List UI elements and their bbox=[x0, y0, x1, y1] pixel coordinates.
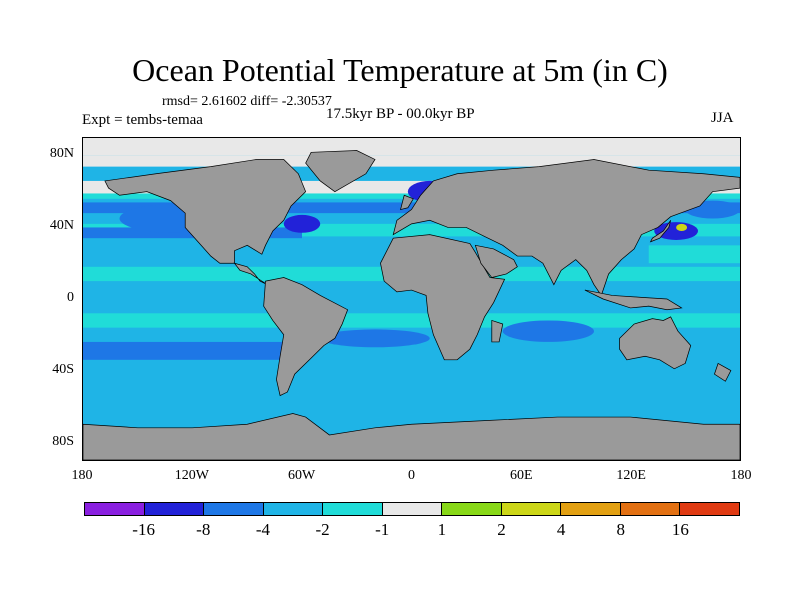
colorbar-swatch bbox=[263, 503, 324, 515]
map-canvas bbox=[83, 138, 740, 460]
colorbar-label: 2 bbox=[497, 520, 506, 539]
colorbar-swatch bbox=[323, 503, 383, 515]
lat-tick-label: 40S bbox=[52, 362, 74, 377]
lat-tick-label: 80S bbox=[52, 434, 74, 449]
colorbar-label: -4 bbox=[255, 520, 270, 539]
colorbar-label: -16 bbox=[132, 520, 155, 539]
experiment-label: Expt = tembs-temaa bbox=[82, 112, 203, 128]
colorbar-label: -8 bbox=[196, 520, 211, 539]
anomaly-band bbox=[83, 138, 740, 156]
colorbar-swatch bbox=[204, 503, 264, 515]
lon-tick-label: 60W bbox=[288, 468, 316, 483]
colorbar-label: 4 bbox=[556, 520, 566, 539]
eurasia bbox=[392, 159, 740, 297]
greenland bbox=[305, 150, 376, 193]
arabia bbox=[474, 244, 518, 278]
anomaly-patch bbox=[676, 223, 688, 232]
uk bbox=[400, 194, 414, 211]
lon-tick-label: 60E bbox=[510, 468, 533, 483]
colorbar-swatch bbox=[680, 503, 740, 515]
japan bbox=[649, 220, 672, 243]
season-label: JJA bbox=[711, 110, 734, 126]
anomaly-band bbox=[83, 155, 740, 167]
colorbar bbox=[84, 502, 740, 516]
lon-tick-label: 120E bbox=[616, 468, 646, 483]
lon-tick-label: 0 bbox=[408, 468, 415, 483]
colorbar-label: -1 bbox=[375, 520, 390, 539]
colorbar-swatch bbox=[501, 503, 562, 515]
period-label: 17.5kyr BP - 00.0kyr BP bbox=[326, 106, 475, 122]
colorbar-swatch bbox=[85, 503, 145, 515]
lat-tick-label: 0 bbox=[67, 290, 74, 305]
anomaly-band bbox=[648, 245, 740, 264]
lon-tick-label: 120W bbox=[174, 468, 209, 483]
antarctica bbox=[83, 413, 740, 460]
land-masses bbox=[83, 150, 740, 460]
colorbar-swatch bbox=[561, 503, 621, 515]
north-america bbox=[104, 159, 307, 264]
world-map bbox=[82, 137, 741, 461]
madagascar bbox=[491, 319, 504, 343]
lat-tick-label: 80N bbox=[49, 146, 74, 161]
lat-tick-label: 40N bbox=[49, 218, 74, 233]
stats-text: rmsd= 2.61602 diff= -2.30537 bbox=[162, 94, 332, 109]
colorbar-swatch bbox=[620, 503, 681, 515]
lon-tick-label: 180 bbox=[730, 468, 752, 483]
colorbar-swatch bbox=[144, 503, 205, 515]
colorbar-label: 8 bbox=[616, 520, 625, 539]
australia bbox=[619, 316, 692, 370]
indonesia bbox=[584, 289, 683, 311]
africa bbox=[380, 234, 506, 361]
anomaly-patch bbox=[654, 222, 699, 240]
map-title: Ocean Potential Temperature at 5m (in C) bbox=[132, 52, 668, 88]
colorbar-label: 16 bbox=[671, 520, 689, 539]
anomaly-band bbox=[83, 341, 302, 360]
anomaly-patch bbox=[502, 320, 594, 342]
new-zealand bbox=[714, 362, 732, 382]
colorbar-swatch bbox=[442, 503, 502, 515]
colorbar-label: -2 bbox=[315, 520, 330, 539]
south-america bbox=[263, 277, 349, 397]
anomaly-patch bbox=[283, 214, 321, 233]
anomaly-band bbox=[83, 202, 740, 214]
colorbar-label: 1 bbox=[437, 520, 447, 539]
anomaly-patch bbox=[320, 329, 430, 348]
colorbar-swatch bbox=[382, 503, 443, 515]
lon-tick-label: 180 bbox=[71, 468, 93, 483]
